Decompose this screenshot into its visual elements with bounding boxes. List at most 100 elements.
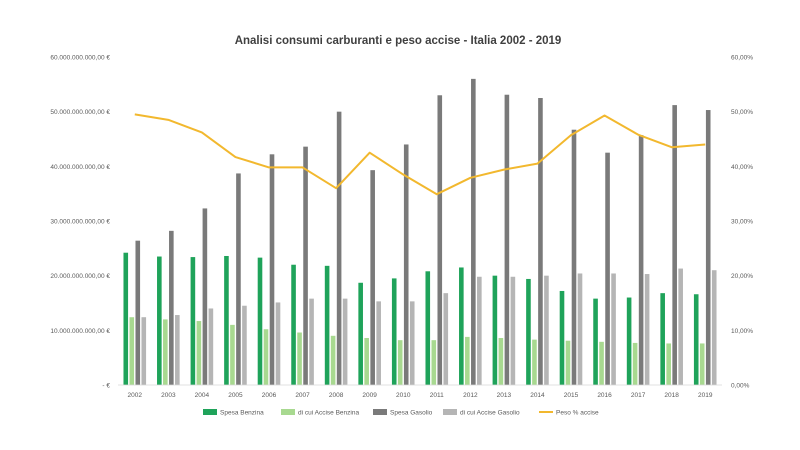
bar-spesa-benzina-2003 — [157, 256, 162, 385]
bar-spesa-gasolio-2012 — [471, 78, 476, 386]
bar-spesa-gasolio-2007 — [303, 146, 308, 385]
x-tick-label: 2014 — [530, 392, 545, 399]
legend-swatch — [203, 409, 217, 415]
legend-label: Spesa Benzina — [220, 409, 264, 416]
bar-di-cui-accise-benzina-2002 — [129, 317, 135, 385]
bar-di-cui-accise-gasolio-2018 — [678, 268, 683, 385]
bar-spesa-gasolio-2014 — [538, 98, 543, 385]
right-tick-label: 60,00% — [731, 55, 753, 62]
bar-di-cui-accise-gasolio-2019 — [711, 270, 717, 385]
bar-di-cui-accise-gasolio-2016 — [611, 273, 616, 385]
bar-di-cui-accise-benzina-2008 — [330, 335, 336, 385]
x-tick-label: 2017 — [631, 392, 646, 399]
bar-spesa-benzina-2006 — [257, 257, 263, 385]
bar-di-cui-accise-gasolio-2008 — [342, 298, 348, 385]
x-tick-label: 2004 — [195, 392, 210, 399]
bar-di-cui-accise-gasolio-2006 — [275, 302, 281, 385]
bar-di-cui-accise-gasolio-2011 — [443, 293, 449, 385]
bar-di-cui-accise-gasolio-2004 — [208, 308, 214, 385]
bar-di-cui-accise-gasolio-2005 — [242, 305, 247, 385]
bar-di-cui-accise-gasolio-2010 — [409, 301, 415, 385]
bar-spesa-benzina-2016 — [593, 298, 598, 385]
bar-spesa-gasolio-2013 — [504, 94, 510, 385]
x-tick-label: 2008 — [329, 392, 344, 399]
bar-di-cui-accise-benzina-2018 — [666, 343, 671, 385]
bar-di-cui-accise-benzina-2016 — [599, 341, 604, 385]
bars-layer — [123, 78, 717, 386]
x-tick-label: 2007 — [295, 392, 310, 399]
right-axis-ticks: 0,00% 10,00% 20,00% 30,00% 40,00% 50,00% 60,00… — [731, 55, 753, 390]
legend-swatch — [373, 409, 387, 415]
x-axis-ticks: 2002 2003 2004 2005 2006 2007 2008 2009 2010 2011… — [128, 392, 713, 399]
bar-di-cui-accise-benzina-2017 — [632, 342, 638, 385]
legend-swatch — [443, 409, 457, 415]
left-tick-label: - € — [102, 383, 110, 390]
left-tick-label: 40.000.000.000,00 € — [50, 164, 110, 171]
x-tick-label: 2019 — [698, 392, 713, 399]
bar-spesa-benzina-2010 — [391, 278, 397, 385]
x-tick-label: 2011 — [430, 392, 444, 399]
bar-di-cui-accise-gasolio-2002 — [141, 317, 147, 385]
x-tick-label: 2018 — [664, 392, 679, 399]
left-tick-label: 20.000.000.000,00 € — [50, 273, 110, 280]
bar-di-cui-accise-benzina-2015 — [565, 340, 571, 385]
bar-spesa-gasolio-2004 — [202, 208, 208, 385]
bar-spesa-benzina-2018 — [660, 293, 665, 385]
bar-spesa-benzina-2005 — [224, 255, 229, 385]
bar-di-cui-accise-benzina-2007 — [297, 332, 302, 385]
x-tick-label: 2003 — [161, 392, 176, 399]
bar-spesa-benzina-2011 — [425, 271, 431, 385]
bar-spesa-benzina-2015 — [559, 290, 565, 385]
bar-di-cui-accise-benzina-2003 — [163, 319, 168, 385]
legend-label: Peso % accise — [556, 409, 599, 416]
bar-di-cui-accise-benzina-2011 — [431, 340, 437, 385]
bar-spesa-benzina-2007 — [291, 264, 296, 385]
line-series-layer — [134, 113, 706, 196]
bar-di-cui-accise-gasolio-2007 — [309, 298, 314, 385]
bar-spesa-gasolio-2011 — [437, 95, 443, 386]
left-tick-label: 30.000.000.000,00 € — [50, 219, 110, 226]
bar-di-cui-accise-benzina-2009 — [364, 337, 369, 385]
bar-di-cui-accise-benzina-2004 — [196, 321, 202, 385]
bar-di-cui-accise-gasolio-2013 — [510, 276, 516, 385]
x-tick-label: 2002 — [128, 392, 143, 399]
legend-swatch — [281, 409, 295, 415]
x-tick-label: 2010 — [396, 392, 411, 399]
bar-spesa-benzina-2004 — [190, 257, 196, 385]
right-tick-label: 30,00% — [731, 219, 753, 226]
bar-spesa-benzina-2008 — [324, 265, 330, 385]
left-axis-ticks: - € 10.000.000.000,00 € 20.000.000.000,00 … — [50, 55, 110, 390]
x-tick-label: 2012 — [463, 392, 478, 399]
bar-spesa-benzina-2019 — [693, 294, 699, 385]
bar-spesa-benzina-2012 — [459, 267, 464, 385]
x-tick-label: 2015 — [564, 392, 579, 399]
left-tick-label: 10.000.000.000,00 € — [50, 328, 110, 335]
bar-di-cui-accise-benzina-2005 — [230, 324, 235, 385]
line-peso-accise — [134, 113, 706, 196]
legend-label: di cui Accise Benzina — [298, 409, 359, 416]
bar-spesa-gasolio-2008 — [336, 111, 342, 386]
bar-di-cui-accise-gasolio-2015 — [577, 273, 583, 385]
x-tick-label: 2009 — [362, 392, 377, 399]
bar-spesa-benzina-2017 — [626, 297, 632, 385]
bar-spesa-gasolio-2005 — [236, 173, 241, 385]
bar-spesa-gasolio-2017 — [638, 135, 644, 385]
bar-di-cui-accise-gasolio-2014 — [544, 275, 549, 385]
bar-spesa-gasolio-2018 — [672, 105, 677, 386]
x-tick-label: 2005 — [228, 392, 243, 399]
bar-spesa-gasolio-2006 — [269, 154, 275, 385]
bar-di-cui-accise-benzina-2019 — [699, 343, 705, 385]
bar-spesa-benzina-2014 — [526, 278, 531, 385]
bar-spesa-benzina-2002 — [123, 252, 129, 385]
right-tick-label: 20,00% — [731, 273, 753, 280]
bar-spesa-gasolio-2009 — [370, 170, 375, 385]
bar-di-cui-accise-gasolio-2017 — [644, 274, 650, 385]
bar-di-cui-accise-benzina-2006 — [263, 329, 269, 385]
bar-di-cui-accise-benzina-2012 — [465, 336, 470, 385]
bar-spesa-gasolio-2016 — [605, 152, 610, 385]
bar-di-cui-accise-gasolio-2012 — [477, 276, 482, 385]
x-tick-label: 2016 — [597, 392, 612, 399]
bar-spesa-gasolio-2003 — [169, 230, 174, 385]
bar-spesa-gasolio-2019 — [705, 110, 711, 385]
